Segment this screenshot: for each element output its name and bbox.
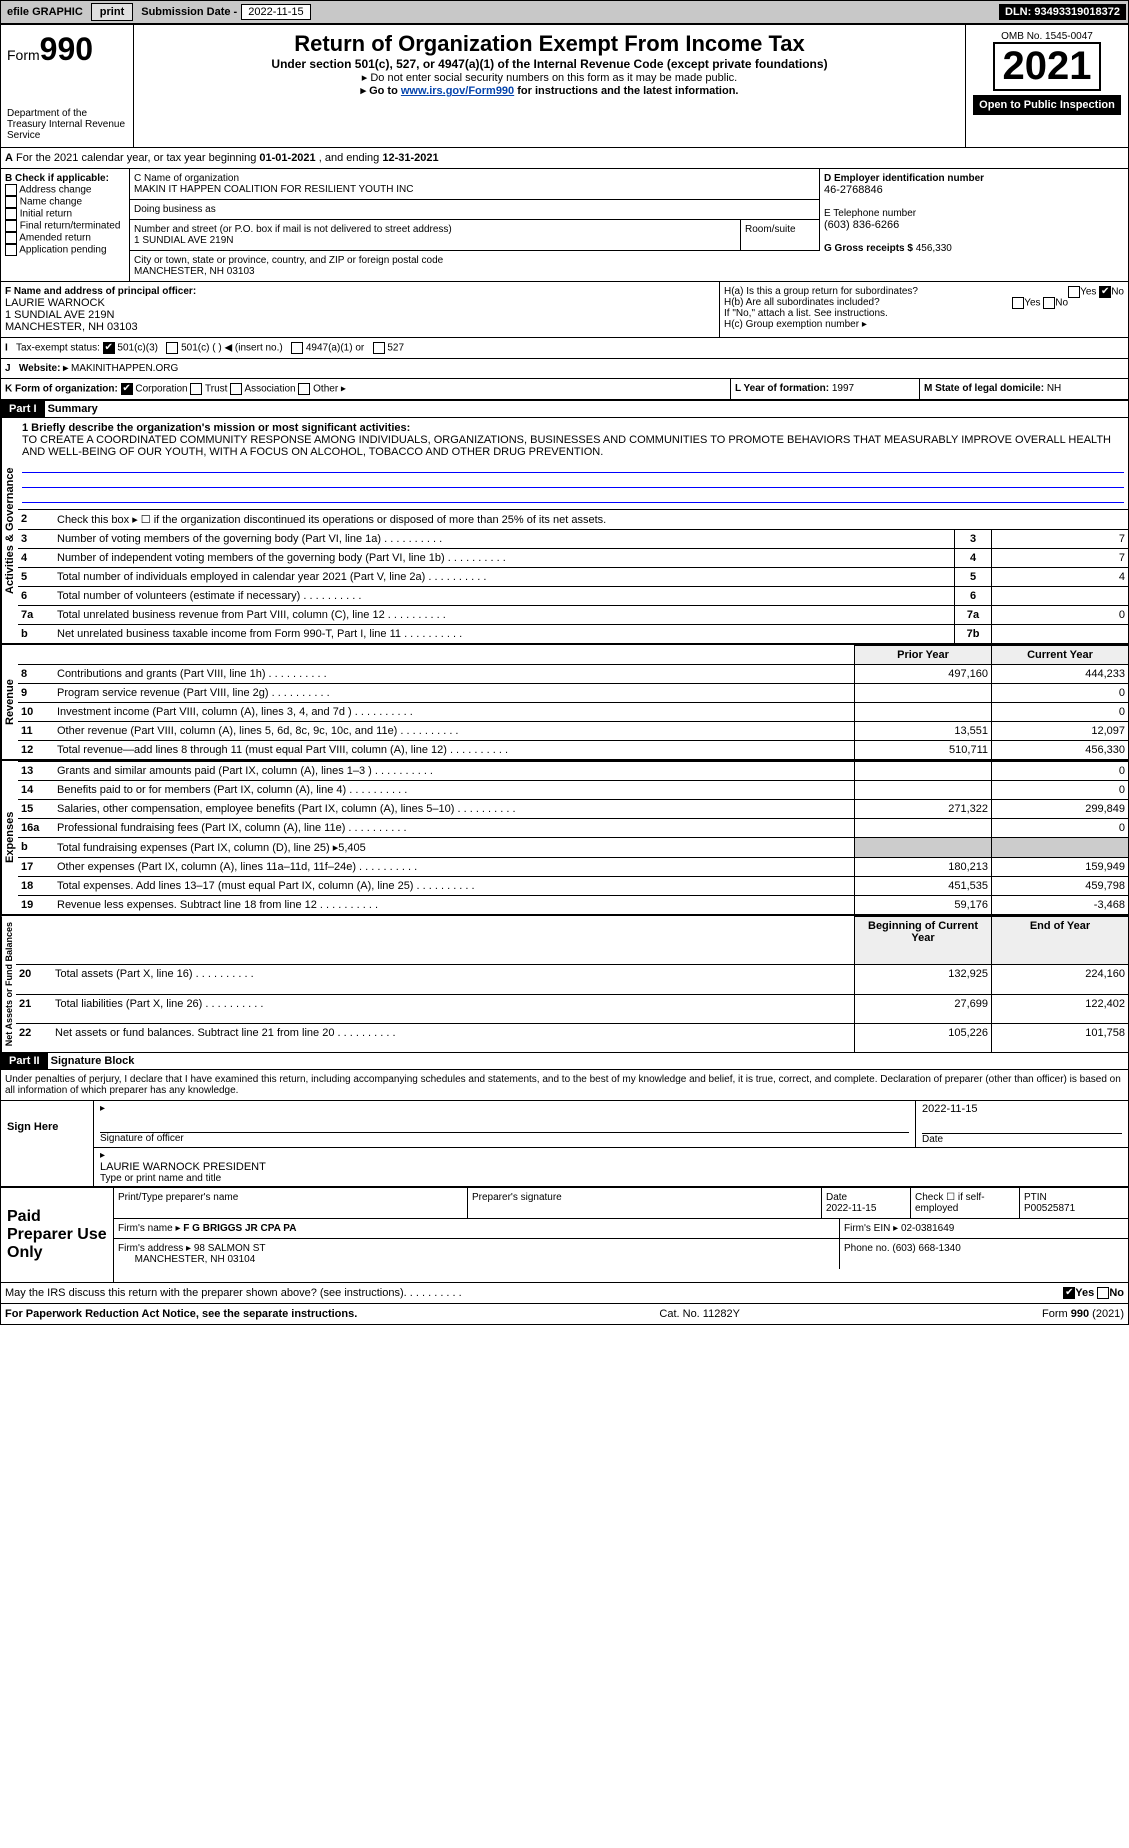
- hb-no[interactable]: [1043, 297, 1055, 309]
- governance-table: 2Check this box ▸ ☐ if the organization …: [18, 509, 1128, 643]
- firm-ein: 02-0381649: [901, 1223, 954, 1234]
- box-deg: D Employer identification number 46-2768…: [820, 169, 1128, 282]
- submission-label: Submission Date -: [141, 6, 237, 18]
- k-trust[interactable]: [190, 383, 202, 395]
- sign-here-block: Sign Here Signature of officer 2022-11-1…: [1, 1100, 1128, 1186]
- officer-name: LAURIE WARNOCK PRESIDENT: [100, 1161, 1122, 1173]
- ha-no[interactable]: ✔: [1099, 286, 1111, 298]
- box-h: H(a) Is this a group return for subordin…: [720, 282, 1128, 338]
- gross-receipts: 456,330: [916, 243, 952, 254]
- website: MAKINITHAPPEN.ORG: [71, 363, 178, 374]
- phone: (603) 836-6266: [824, 219, 1124, 231]
- section-governance: Activities & Governance 1 Briefly descri…: [1, 418, 1128, 643]
- firm: F G BRIGGS JR CPA PA: [183, 1223, 296, 1234]
- street: 1 SUNDIAL AVE 219N: [134, 235, 736, 246]
- k-other[interactable]: [298, 383, 310, 395]
- submission-date: 2022-11-15: [241, 4, 310, 20]
- line-m: M State of legal domicile: NH: [920, 379, 1128, 400]
- form-footer-right: Form 990 (2021): [1042, 1308, 1124, 1320]
- box-c: C Name of organization MAKIN IT HAPPEN C…: [130, 169, 820, 282]
- ein: 46-2768846: [824, 184, 1124, 196]
- footer: For Paperwork Reduction Act Notice, see …: [1, 1303, 1128, 1324]
- note-ssn: ▸ Do not enter social security numbers o…: [140, 71, 959, 84]
- print-button[interactable]: print: [91, 3, 133, 21]
- top-bar: efile GRAPHIC print Submission Date - 20…: [0, 0, 1129, 24]
- section-revenue: Revenue Prior YearCurrent Year8Contribut…: [1, 643, 1128, 759]
- discuss-row: May the IRS discuss this return with the…: [1, 1282, 1128, 1303]
- form-subtitle: Under section 501(c), 527, or 4947(a)(1)…: [140, 57, 959, 71]
- instructions-link[interactable]: www.irs.gov/Form990: [401, 85, 514, 97]
- k-assoc[interactable]: [230, 383, 242, 395]
- declaration: Under penalties of perjury, I declare th…: [1, 1070, 1128, 1100]
- k-corp[interactable]: ✔: [121, 383, 133, 395]
- i-4947[interactable]: [291, 342, 303, 354]
- box-b: B Check if applicable: Address change Na…: [1, 169, 130, 282]
- ha-yes[interactable]: [1068, 286, 1080, 298]
- part-ii-header: Part II Signature Block: [1, 1052, 1128, 1070]
- line-a: A For the 2021 calendar year, or tax yea…: [1, 148, 1128, 169]
- mission: TO CREATE A COORDINATED COMMUNITY RESPON…: [22, 434, 1111, 458]
- ptin: P00525871: [1024, 1203, 1075, 1214]
- expenses-table: 13Grants and similar amounts paid (Part …: [18, 761, 1128, 914]
- dln: DLN: 93493319018372: [999, 4, 1126, 20]
- dept-label: Department of the Treasury Internal Reve…: [7, 108, 127, 141]
- note-instructions: ▸ Go to www.irs.gov/Form990 for instruct…: [140, 84, 959, 97]
- part-i-header: Part I Summary: [1, 400, 1128, 418]
- section-expenses: Expenses 13Grants and similar amounts pa…: [1, 759, 1128, 914]
- line-k: K Form of organization: ✔ Corporation Tr…: [1, 379, 731, 400]
- paid-preparer-block: Paid Preparer Use Only Print/Type prepar…: [1, 1186, 1128, 1282]
- org-name: MAKIN IT HAPPEN COALITION FOR RESILIENT …: [134, 184, 815, 195]
- form-number: Form990: [7, 31, 127, 68]
- form-header: Form990 Department of the Treasury Inter…: [1, 25, 1128, 148]
- form-title: Return of Organization Exempt From Incom…: [140, 31, 959, 57]
- line-j: J Website: ▸ MAKINITHAPPEN.ORG: [1, 359, 1128, 379]
- i-501c3[interactable]: ✔: [103, 342, 115, 354]
- net-table: Beginning of Current YearEnd of Year20To…: [16, 916, 1128, 1052]
- city: MANCHESTER, NH 03103: [134, 266, 816, 277]
- block-fh: F Name and address of principal officer:…: [1, 282, 1128, 338]
- i-527[interactable]: [373, 342, 385, 354]
- open-inspection: Open to Public Inspection: [973, 95, 1121, 115]
- block-bcdefg: B Check if applicable: Address change Na…: [1, 169, 1128, 282]
- section-net: Net Assets or Fund Balances Beginning of…: [1, 914, 1128, 1052]
- sig-line[interactable]: [100, 1114, 909, 1133]
- line-i: I Tax-exempt status: ✔ 501(c)(3) 501(c) …: [1, 338, 1128, 359]
- form-container: Form990 Department of the Treasury Inter…: [0, 24, 1129, 1325]
- line-l: L Year of formation: 1997: [731, 379, 920, 400]
- hb-yes[interactable]: [1012, 297, 1024, 309]
- revenue-table: Prior YearCurrent Year8Contributions and…: [18, 645, 1128, 759]
- tax-year: 2021: [993, 42, 1102, 91]
- box-f: F Name and address of principal officer:…: [1, 282, 720, 338]
- discuss-no[interactable]: [1097, 1287, 1109, 1299]
- i-501c[interactable]: [166, 342, 178, 354]
- efile-label: efile GRAPHIC: [7, 6, 83, 18]
- discuss-yes[interactable]: ✔: [1063, 1287, 1075, 1299]
- prep-phone: (603) 668-1340: [892, 1243, 960, 1254]
- omb: OMB No. 1545-0047: [972, 31, 1122, 42]
